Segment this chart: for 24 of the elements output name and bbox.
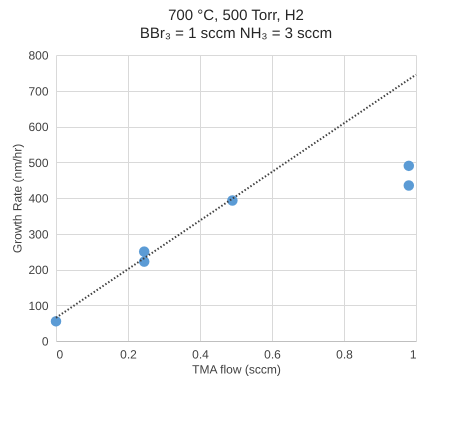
point: [138, 246, 150, 257]
y-tick-label: 600: [28, 120, 49, 134]
x-tick-label: 0.4: [192, 348, 210, 362]
y-tick-label: 0: [42, 334, 49, 348]
x-tick-label: 0.8: [336, 348, 354, 362]
y-tick-label: 400: [28, 192, 49, 206]
y-tick-label: 300: [28, 227, 49, 242]
point: [404, 160, 414, 172]
chart-title: 700 °C, 500 Torr, H2: [168, 7, 304, 24]
y-tick-label: 500: [28, 156, 49, 170]
y-tick-label: 700: [28, 84, 49, 98]
y-tick-label: 100: [28, 298, 49, 313]
point: [138, 256, 150, 267]
y-tick-label: 200: [28, 263, 49, 277]
x-tick-label: 0: [56, 348, 64, 362]
x-tick-label: 0.6: [264, 348, 282, 362]
chart-subtitle: BBr₃ = 1 sccm NH₃ = 3 sccm: [140, 25, 332, 42]
point: [404, 180, 414, 191]
x-axis-title: TMA flow (sccm): [192, 362, 281, 376]
point: [50, 316, 62, 327]
y-tick-label: 800: [28, 48, 49, 62]
y-axis-title: Growth Rate (nm/hr): [10, 144, 24, 254]
x-tick-label: 1: [410, 348, 417, 362]
x-tick-label: 0.2: [120, 348, 138, 362]
